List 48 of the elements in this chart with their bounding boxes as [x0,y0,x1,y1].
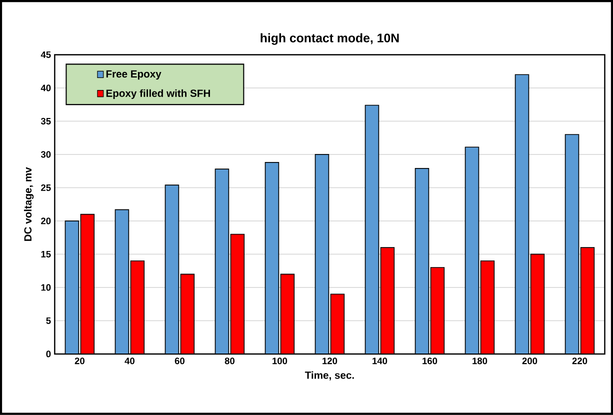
x-tick-label: 120 [322,358,338,364]
x-tick-label: 100 [272,358,288,364]
x-tick-label: 80 [224,358,234,364]
legend-label: Free Epoxy [106,70,162,80]
bar [330,294,345,354]
x-axis-title: Time, sec. [304,371,354,380]
y-tick-label: 10 [41,284,51,291]
x-tick-label: 160 [422,358,438,364]
y-tick-label: 40 [40,84,51,92]
x-tick-label: 200 [522,358,538,364]
bar [64,220,80,354]
bar [364,104,380,354]
bar [564,134,580,354]
x-tick-label: 20 [74,358,84,364]
bar [380,247,395,354]
bar [314,154,330,354]
bar [180,274,195,354]
y-tick-label: 0 [46,350,51,358]
bar [464,146,480,354]
bar [230,234,245,354]
legend-label: Epoxy filled with SFH [106,89,210,100]
chart-title: high contact mode, 10N [260,33,399,45]
x-tick-label: 40 [124,358,134,364]
x-tick-label: 140 [372,358,388,364]
y-tick-label: 5 [46,318,51,324]
bar [514,74,530,354]
x-tick-label: 60 [174,358,184,364]
bar [114,209,130,354]
bar [264,162,280,354]
bar [480,260,495,354]
x-tick-label: 220 [572,358,588,364]
y-tick-label: 15 [41,251,51,258]
bar [414,168,430,354]
bar [80,214,95,354]
y-tick-label: 45 [40,52,51,58]
bar [580,247,595,354]
y-tick-label: 25 [41,184,51,192]
bar [430,267,445,354]
y-axis-title: DC voltage, mv [24,167,34,241]
y-tick-label: 20 [41,218,51,224]
bar [164,184,180,354]
x-tick-label: 180 [472,358,488,364]
bar [214,168,230,354]
bar [280,274,295,354]
y-tick-label: 30 [40,151,51,158]
y-tick-label: 35 [40,118,51,125]
bar [130,260,145,354]
bar [530,254,545,354]
